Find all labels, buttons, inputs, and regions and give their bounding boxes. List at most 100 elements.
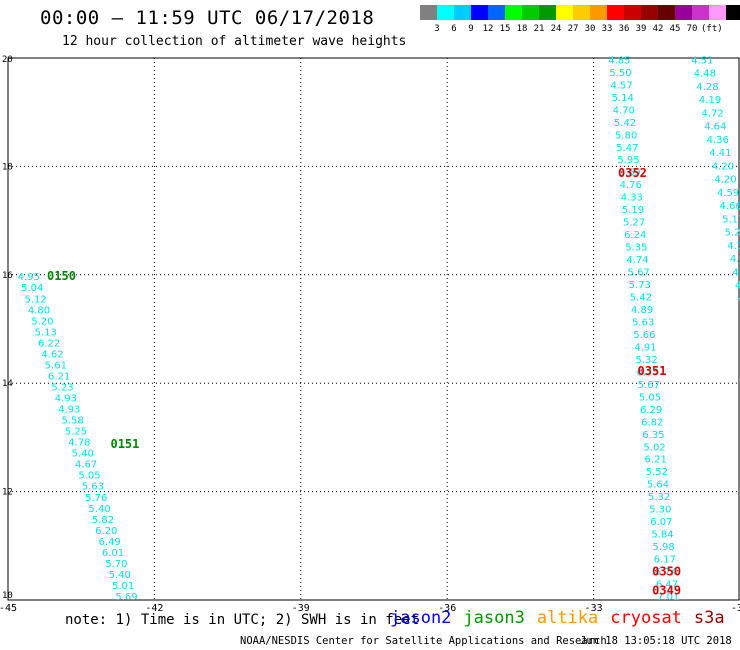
wave-height-value: 5.05 [78,471,100,482]
wave-height-value: 5.40 [88,504,110,515]
tick-labels: -45 -42 -39 -36 -33 -30 10 12 14 16 18 20 [0,55,740,614]
wave-height-value: 5.98 [653,542,675,553]
x-tick-label: -42 [145,603,163,614]
chart-title: 00:00 — 11:59 UTC 06/17/2018 [40,7,375,29]
footnote: note: 1) Time is in UTC; 2) SWH is in fe… [65,612,420,628]
wave-height-value: 5.63 [82,482,104,493]
wave-height-value: 5.30 [649,505,671,516]
wave-height-value: 5.12 [24,294,46,305]
wave-height-value: 5.64 [647,480,669,491]
wave-height-value: 7.01 [657,592,679,603]
wave-height-value: 4.85 [608,55,630,66]
wave-height-value: 4.20 [712,161,734,172]
x-tick-label: -36 [438,603,456,614]
color-scale-swatch [624,5,641,20]
color-scale-label: 9 [468,24,474,34]
color-scale-unit: (ft) [701,24,723,34]
x-tick-label: -30 [731,603,740,614]
wave-height-value: 5.95 [617,155,639,166]
wave-height-value: 6.22 [38,338,60,349]
wave-height-value: 5.42 [630,293,652,304]
color-scale-swatch [726,5,740,20]
wave-height-value: 5.40 [109,570,131,581]
chart-subtitle: 12 hour collection of altimeter wave hei… [62,34,407,49]
wave-height-value: 5.21 [725,228,740,239]
wave-height-value: 5.40 [72,449,94,460]
pass-label: 0352 [618,166,647,180]
wave-height-value: 5.20 [31,316,53,327]
color-scale-swatch [488,5,505,20]
wave-height-value: 5.70 [105,559,127,570]
wave-height-value: 6.35 [642,430,664,441]
wave-height-value: 5.19 [622,205,644,216]
wave-height-value: 5.32 [635,355,657,366]
wave-height-value: 5.58 [62,416,84,427]
wave-height-value: 5.14 [612,93,634,104]
color-scale-label: 45 [669,24,681,34]
wave-height-value: 6.21 [645,455,667,466]
plot-frame [7,57,740,601]
color-scale-swatch [539,5,556,20]
wave-height-value: 4.67 [75,460,97,471]
wave-height-value: 5.42 [614,118,636,129]
color-scale-label: 33 [601,24,613,34]
color-scale-label: 18 [516,24,528,34]
color-scale-label: 30 [584,24,596,34]
pass-label: 0150 [47,269,76,283]
wave-height-value: 5.63 [632,317,654,328]
wave-height-value: 5.76 [85,493,107,504]
wave-height-value: 4.91 [634,342,656,353]
pass-labels: 0150 0151 0352 0351 0350 0349 [47,166,681,597]
color-scale-label: 6 [451,24,457,34]
wave-height-value: 5.13 [35,327,57,338]
wave-height-value: 4.93 [55,394,77,405]
wave-height-value: 6.20 [95,526,117,537]
wave-height-value: 5.17 [722,214,740,225]
wave-height-value: 5.52 [646,467,668,478]
wave-height-value: 6.21 [48,371,70,382]
wave-height-value: 5.23 [51,382,73,393]
pass-label: 0350 [652,565,681,579]
grid-lines [7,57,740,601]
wave-height-value: 6.49 [99,537,121,548]
y-tick-label: 14 [2,379,13,389]
wave-height-value: 6.29 [640,405,662,416]
wave-height-value: 6.25 [637,367,659,378]
wave-height-value: 4.19 [699,95,721,106]
wave-height-value: 4.7 [727,241,740,252]
wave-height-value: 4.76 [620,180,642,191]
satellite-legend-entry: s3a [693,608,725,628]
wave-height-value: 5.01 [112,581,134,592]
wave-height-value: 4.20 [714,175,736,186]
wave-height-value: 4.48 [694,69,716,80]
wave-height-value: 5.69 [618,168,640,179]
wave-height-value: 6.17 [654,555,676,566]
wave-height-value: 5.47 [616,143,638,154]
pass-label: 0151 [110,437,139,451]
x-tick-label: -45 [0,603,17,614]
wave-height-value: 4.78 [68,438,90,449]
color-scale-label: 70 [686,24,698,34]
color-scale-swatch [522,5,539,20]
credit-line: NOAA/NESDIS Center for Satellite Applica… [240,635,607,647]
wave-height-value: 4.93 [58,405,80,416]
wave-height-value: 5.50 [609,68,631,79]
wave-height-value: 4.5 [730,254,740,265]
y-tick-label: 18 [2,162,13,172]
wave-height-value: 6.47 [656,580,678,591]
wave-height-value: 4.64 [704,122,726,133]
y-tick-label: 12 [2,488,13,498]
wave-height-value: 5.04 [21,283,43,294]
wave-height-value: 4.95 [18,272,40,283]
pass-label: 0349 [652,584,681,598]
wave-height-value: 4.51 [691,55,713,66]
wave-height-value: 4.74 [626,255,648,266]
wave-height-values: 4.955.045.124.805.205.136.224.625.616.21… [18,55,740,603]
color-scale-label: 21 [533,24,545,34]
wave-height-value: 6.74 [655,567,677,578]
wave-height-value: 4.72 [702,108,724,119]
satellite-legend-entry: altika [536,608,599,628]
wave-height-value: 4.66 [720,201,740,212]
wave-height-value: 4.59 [717,188,739,199]
color-scale-swatch [675,5,692,20]
